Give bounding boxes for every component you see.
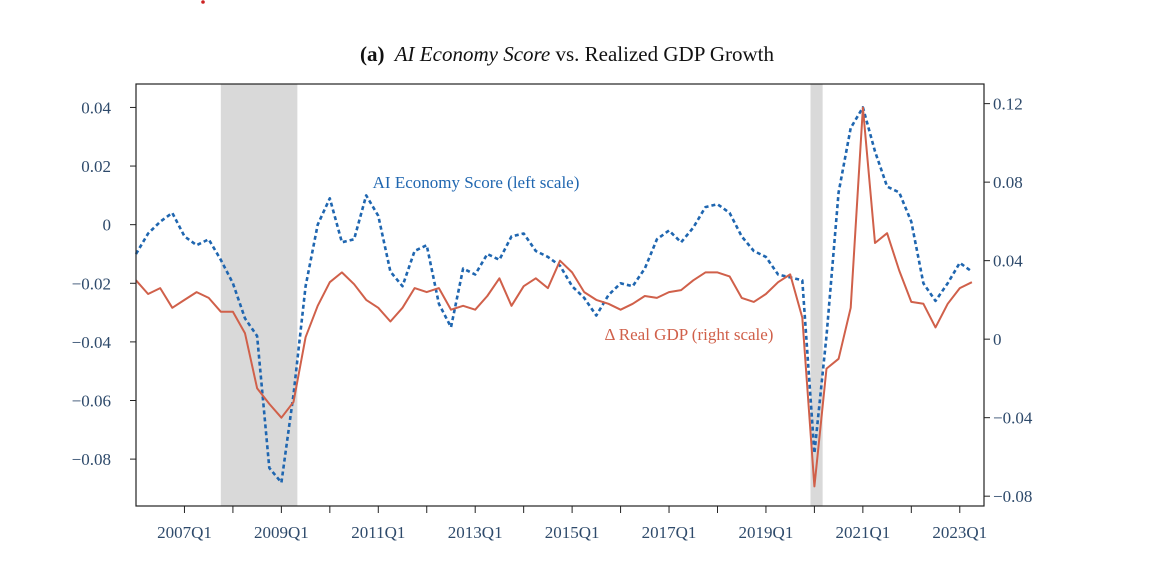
left-tick-label: −0.02 <box>72 274 111 293</box>
x-tick-label: 2007Q1 <box>157 523 212 542</box>
plot-frame <box>135 83 985 507</box>
ai-score-annotation: AI Economy Score (left scale) <box>373 173 580 192</box>
left-tick-label: 0.04 <box>81 98 111 117</box>
x-tick-label: 2017Q1 <box>642 523 697 542</box>
left-tick-label: 0.02 <box>81 157 111 176</box>
x-tick-label: 2011Q1 <box>351 523 405 542</box>
right-tick-label: 0.12 <box>993 95 1023 114</box>
x-tick-label: 2009Q1 <box>254 523 309 542</box>
x-axis: 2007Q1 2009Q1 2011Q1 2013Q1 2015Q1 2017Q1 2019… <box>157 506 987 542</box>
right-tick-label: −0.04 <box>993 409 1033 428</box>
title-italic: AI Economy Score <box>393 42 551 66</box>
x-tick-label: 2015Q1 <box>545 523 600 542</box>
right-tick-label: 0.08 <box>993 173 1023 192</box>
recession-band-1 <box>220 84 298 506</box>
left-tick-label: 0 <box>103 216 112 235</box>
x-tick-label: 2021Q1 <box>835 523 890 542</box>
gdp-annotation: Δ Real GDP (right scale) <box>605 325 774 344</box>
left-tick-label: −0.08 <box>72 450 111 469</box>
recession-shading <box>220 84 823 506</box>
title-prefix: (a) <box>360 42 385 66</box>
x-tick-label: 2013Q1 <box>448 523 503 542</box>
left-tick-label: −0.04 <box>72 333 112 352</box>
chart-title: (a) AI Economy Score vs. Realized GDP Gr… <box>360 42 775 66</box>
left-axis: 0.04 0.02 0 −0.02 −0.04 −0.06 −0.08 <box>72 98 136 469</box>
series-layer <box>134 106 973 488</box>
right-tick-label: 0 <box>993 330 1002 349</box>
stray-dot <box>201 0 205 4</box>
x-tick-label: 2023Q1 <box>932 523 987 542</box>
ai-economy-score-line <box>134 106 973 484</box>
right-tick-label: −0.08 <box>993 487 1032 506</box>
real-gdp-line <box>135 106 973 488</box>
right-tick-label: 0.04 <box>993 252 1023 271</box>
right-axis: 0.12 0.08 0.04 0 −0.04 −0.08 <box>984 95 1033 506</box>
left-tick-label: −0.06 <box>72 392 111 411</box>
x-tick-label: 2019Q1 <box>739 523 794 542</box>
title-rest: vs. Realized GDP Growth <box>555 42 774 66</box>
